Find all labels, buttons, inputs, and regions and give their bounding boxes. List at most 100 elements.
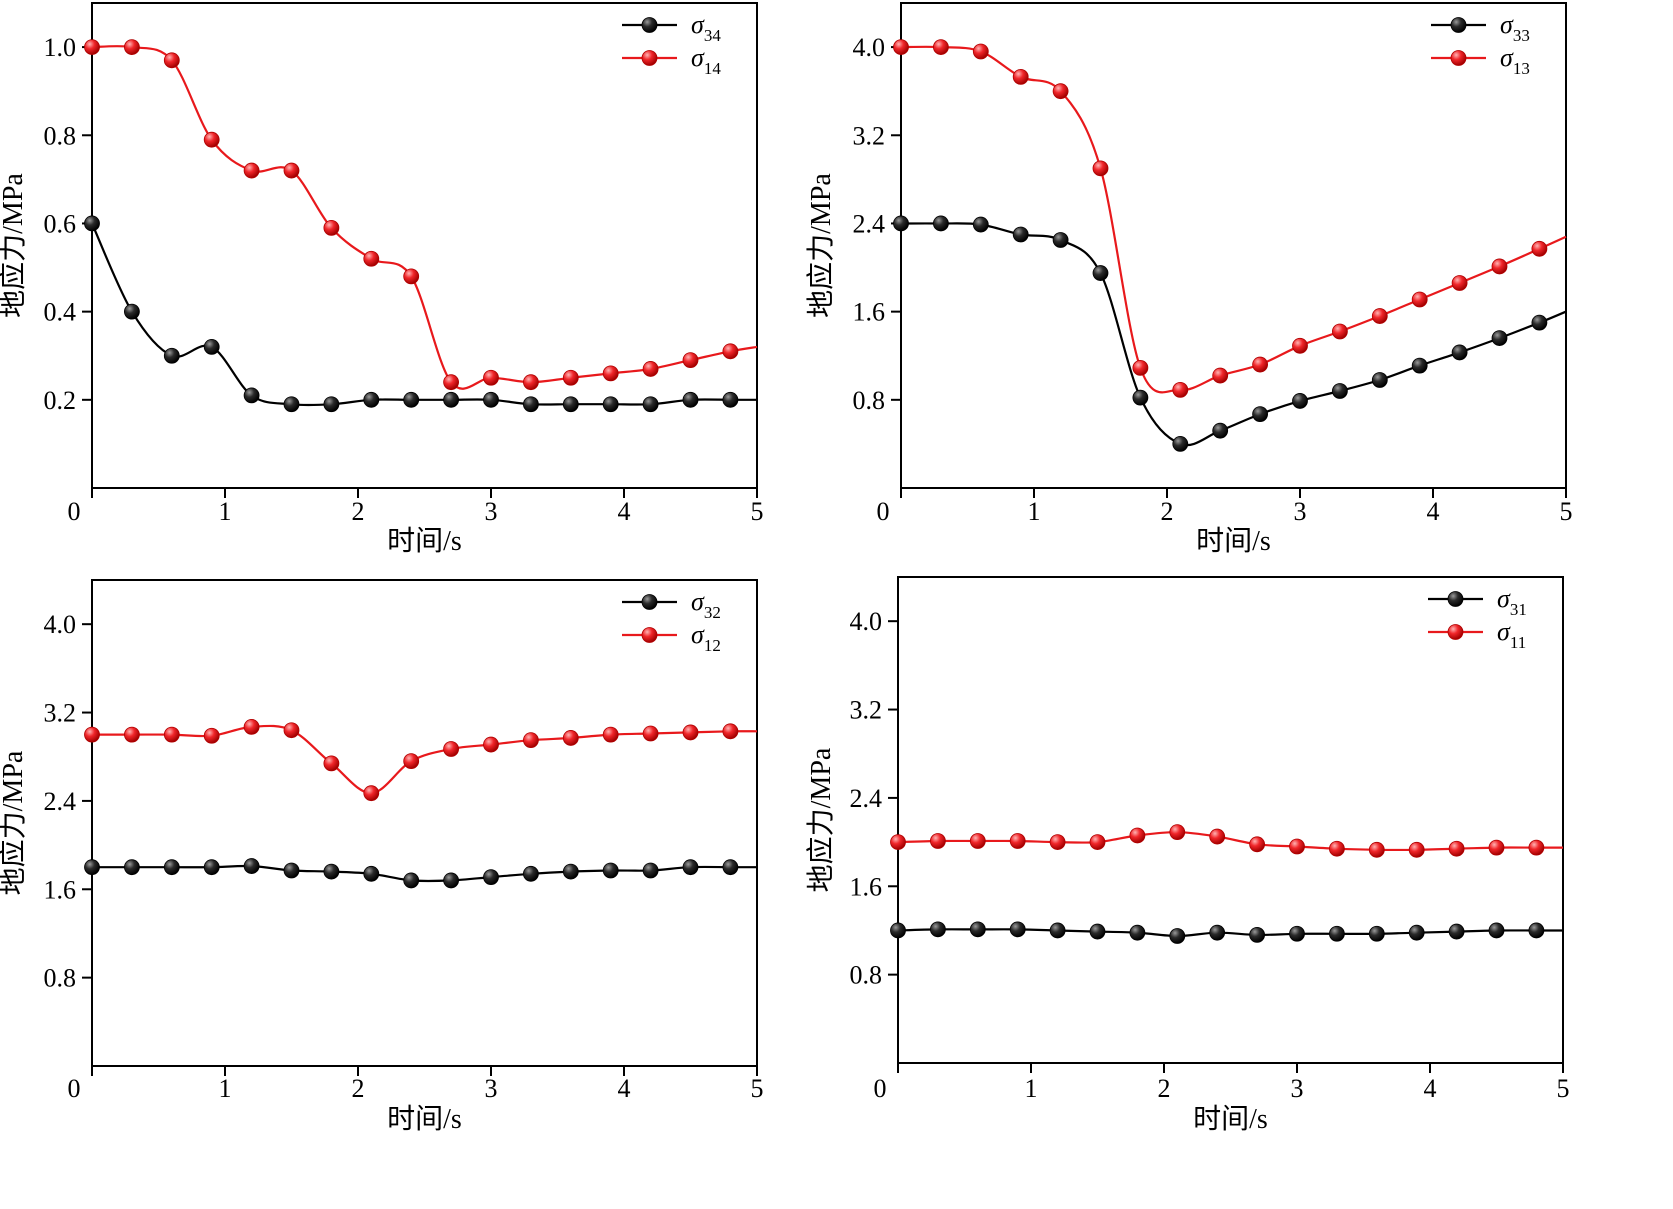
legend-subscript: 31	[1510, 600, 1527, 619]
data-point-14	[682, 352, 699, 369]
data-point-13	[1252, 356, 1268, 373]
x-tick-label: 0	[874, 1074, 887, 1103]
data-point-13	[1371, 308, 1388, 324]
data-point-12	[323, 755, 340, 772]
legend-marker	[641, 627, 658, 643]
data-point-34	[642, 396, 659, 413]
data-point-12	[602, 726, 619, 743]
legend-subscript: 32	[704, 603, 721, 622]
series-line-34	[90, 223, 757, 407]
legend-label: σ13	[1500, 43, 1530, 78]
data-point-31	[1249, 926, 1265, 943]
data-point-33	[1012, 226, 1029, 243]
legend-subscript: 34	[704, 26, 722, 45]
data-point-13	[933, 39, 949, 55]
legend-label: σ33	[1500, 10, 1530, 45]
data-point-33	[1132, 389, 1149, 406]
x-tick-label: 1	[219, 497, 232, 526]
data-point-34	[84, 215, 100, 232]
data-point-13	[1052, 83, 1069, 100]
x-tick-label: 3	[485, 497, 498, 526]
y-tick-label: 3.2	[850, 696, 883, 725]
data-point-14	[562, 369, 579, 386]
series-line-33	[900, 222, 1567, 447]
data-point-31	[1289, 925, 1305, 942]
legend-label: σ34	[691, 10, 721, 45]
legend-subscript: 33	[1513, 26, 1530, 45]
data-point-13	[1012, 68, 1029, 85]
data-point-12	[84, 726, 100, 743]
data-point-31	[930, 921, 946, 938]
data-point-34	[323, 396, 340, 413]
data-point-11	[1329, 840, 1345, 857]
data-point-34	[523, 396, 539, 413]
data-point-12	[443, 741, 460, 757]
data-point-12	[562, 730, 579, 746]
legend-subscript: 14	[704, 59, 722, 78]
data-point-13	[1451, 275, 1468, 291]
y-tick-label: 1.6	[853, 298, 886, 327]
data-point-14	[443, 374, 460, 391]
legend-symbol: σ	[691, 620, 705, 649]
x-tick-label: 0	[68, 1074, 81, 1103]
data-point-11	[1009, 833, 1026, 849]
x-tick-label: 5	[751, 1074, 764, 1103]
data-point-32	[562, 863, 579, 880]
data-point-33	[1531, 314, 1548, 331]
data-point-14	[642, 361, 659, 377]
data-point-11	[1488, 839, 1505, 856]
data-point-13	[1172, 381, 1189, 398]
data-point-13	[1132, 359, 1149, 376]
legend-symbol: σ	[691, 10, 705, 39]
data-point-11	[1129, 827, 1146, 844]
data-point-13	[1212, 367, 1229, 384]
data-point-32	[443, 872, 460, 889]
data-point-34	[562, 396, 579, 413]
data-point-12	[203, 727, 220, 744]
x-tick-label: 1	[1028, 497, 1041, 526]
y-tick-label: 4.0	[850, 607, 883, 636]
legend-symbol: σ	[1500, 10, 1514, 39]
x-axis-title: 时间/s	[1193, 1103, 1268, 1135]
data-point-11	[930, 833, 946, 849]
data-point-33	[1172, 436, 1189, 452]
data-point-32	[403, 872, 420, 889]
data-point-34	[443, 391, 460, 408]
data-point-14	[323, 219, 340, 236]
y-tick-label: 4.0	[44, 610, 77, 639]
data-point-11	[1408, 841, 1425, 858]
data-point-14	[483, 369, 499, 386]
x-tick-label: 2	[1158, 1074, 1171, 1103]
y-tick-label: 1.6	[850, 872, 883, 901]
x-tick-label: 2	[352, 497, 365, 526]
data-point-34	[243, 387, 260, 404]
data-point-14	[84, 39, 100, 55]
x-tick-label: 2	[1161, 497, 1174, 526]
data-point-34	[403, 391, 420, 408]
legend-label: σ32	[691, 587, 721, 622]
legend-label: σ31	[1497, 584, 1527, 619]
data-point-31	[890, 922, 906, 939]
data-point-13	[1531, 240, 1548, 257]
x-tick-label: 4	[618, 497, 631, 526]
x-tick-label: 3	[1291, 1074, 1304, 1103]
data-point-31	[1089, 923, 1106, 940]
data-point-32	[363, 865, 380, 882]
data-point-33	[1451, 344, 1468, 361]
legend-marker	[1447, 591, 1464, 607]
data-point-11	[1209, 828, 1226, 845]
y-tick-label: 0.8	[850, 961, 883, 990]
data-point-33	[893, 215, 909, 232]
data-point-31	[1009, 921, 1026, 938]
y-tick-label: 0.4	[44, 298, 77, 327]
legend-subscript: 11	[1510, 633, 1526, 652]
x-axis-title: 时间/s	[1196, 525, 1271, 557]
legend-symbol: σ	[1500, 43, 1514, 72]
data-point-11	[1289, 838, 1305, 855]
data-point-31	[1129, 924, 1146, 941]
x-tick-label: 5	[1557, 1074, 1570, 1103]
data-point-34	[203, 339, 220, 355]
data-point-34	[123, 303, 140, 320]
x-tick-label: 5	[751, 497, 764, 526]
